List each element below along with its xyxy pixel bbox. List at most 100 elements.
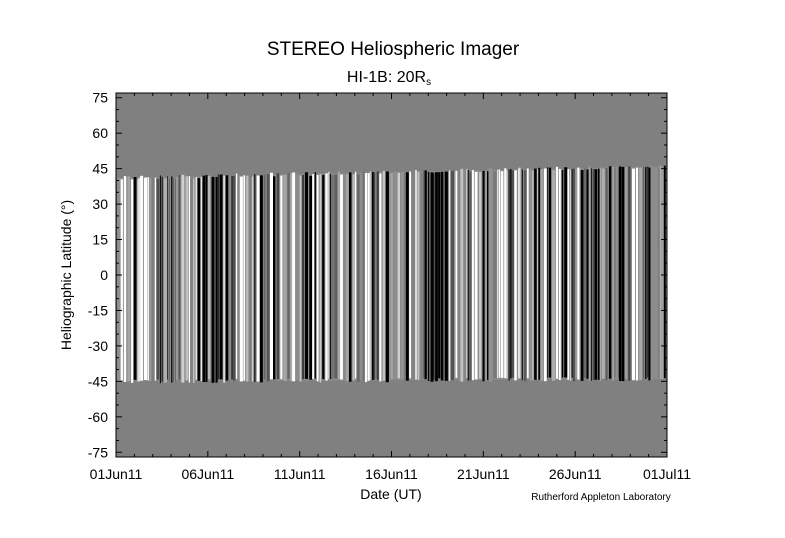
data-stripe	[304, 172, 308, 379]
data-stripe	[217, 174, 219, 380]
data-stripe	[573, 168, 575, 382]
data-stripe	[314, 172, 316, 379]
data-stripe	[540, 169, 543, 381]
data-stripe	[137, 179, 139, 382]
data-stripe	[237, 177, 239, 382]
y-tick-label: 60	[92, 125, 108, 141]
data-stripe	[249, 175, 252, 383]
data-stripe	[645, 166, 647, 379]
data-stripe	[334, 174, 338, 379]
data-stripe	[207, 175, 211, 380]
y-axis: 75 60 45 30 15 0 -15 -30 -45 -60 -75	[88, 90, 667, 460]
data-stripe	[283, 174, 287, 381]
data-stripe	[309, 175, 313, 380]
data-stripe	[215, 176, 218, 383]
data-stripe	[518, 168, 519, 379]
credit-label: Rutherford Appleton Laboratory	[531, 492, 671, 503]
data-stripe	[319, 174, 322, 383]
data-stripe	[345, 174, 349, 382]
data-stripe	[373, 172, 375, 380]
data-stripe	[632, 168, 636, 381]
subtitle-subscript: s	[426, 77, 431, 88]
data-stripe	[280, 175, 283, 380]
data-stripe	[316, 175, 319, 382]
data-stripe	[375, 172, 378, 379]
data-stripe	[417, 171, 420, 380]
data-stripe	[188, 176, 190, 383]
data-stripe	[140, 175, 144, 381]
data-stripe	[154, 177, 157, 381]
data-stripe	[270, 172, 273, 380]
data-stripe	[338, 171, 340, 380]
data-stripe	[325, 173, 328, 381]
data-stripe	[663, 165, 666, 379]
data-stripe	[449, 170, 451, 381]
data-stripe	[352, 174, 355, 381]
data-stripe	[415, 170, 417, 380]
data-stripe	[636, 167, 638, 381]
data-stripe	[409, 171, 411, 379]
data-stripe	[329, 174, 331, 379]
data-stripe	[181, 174, 185, 383]
data-stripe	[464, 172, 467, 379]
data-stripe	[538, 167, 541, 380]
data-stripe	[211, 176, 215, 383]
data-stripe	[190, 177, 193, 381]
data-stripe	[647, 166, 649, 378]
y-tick-label: -15	[88, 302, 108, 318]
y-tick-label: 30	[92, 196, 108, 212]
data-stripe	[412, 170, 415, 380]
data-stripe	[506, 170, 508, 379]
data-stripe	[235, 173, 238, 379]
data-stripe	[397, 172, 400, 379]
data-stripe	[511, 170, 515, 378]
x-tick-label: 01Jun11	[90, 466, 143, 482]
data-stripe	[638, 167, 642, 381]
data-stripe	[558, 169, 561, 381]
x-tick-label: 11Jun11	[274, 466, 326, 482]
data-stripe	[302, 175, 304, 380]
data-stripe	[343, 174, 345, 382]
data-stripe	[624, 166, 628, 379]
data-stripe	[438, 172, 441, 379]
data-stripe	[543, 168, 547, 382]
data-stripe	[404, 173, 405, 381]
data-stripe	[430, 172, 434, 382]
data-stripe	[621, 166, 625, 382]
data-stripe	[631, 166, 632, 379]
data-stripe	[195, 177, 197, 380]
data-stripe	[555, 166, 559, 379]
x-tick-label: 06Jun11	[181, 466, 234, 482]
data-stripe	[467, 170, 469, 381]
data-stripe	[290, 173, 292, 382]
data-stripe	[292, 172, 296, 382]
data-stripe	[173, 178, 174, 382]
x-tick-label: 16Jun11	[365, 466, 418, 482]
data-stripe	[156, 178, 160, 380]
data-stripe	[239, 176, 243, 382]
data-stripe	[608, 166, 612, 379]
data-stripe	[493, 171, 497, 378]
x-axis: 01Jun11 06Jun11 11Jun11 16Jun11 21Jun11 26Jun…	[90, 93, 691, 482]
data-stripe	[489, 168, 493, 382]
data-stripe	[482, 170, 485, 382]
data-stripe	[605, 168, 608, 380]
data-stripe	[362, 171, 365, 382]
x-tick-label: 26Jun11	[549, 466, 602, 482]
data-stripe	[474, 171, 478, 380]
data-stripe	[427, 171, 430, 381]
subtitle-main: HI-1B: 20R	[347, 69, 426, 86]
data-stripe	[471, 170, 474, 381]
data-stripe	[133, 177, 137, 380]
data-stripe	[202, 175, 206, 382]
data-stripe	[127, 176, 131, 382]
data-stripe	[534, 168, 537, 380]
data-stripe	[159, 175, 161, 384]
data-stripe	[497, 169, 499, 379]
data-stripe	[276, 173, 280, 380]
data-stripe	[420, 172, 423, 382]
data-stripe	[193, 178, 195, 383]
data-stripe	[440, 171, 444, 381]
chart-title: STEREO Heliospheric Imager	[267, 39, 520, 60]
data-stripe	[296, 175, 299, 379]
